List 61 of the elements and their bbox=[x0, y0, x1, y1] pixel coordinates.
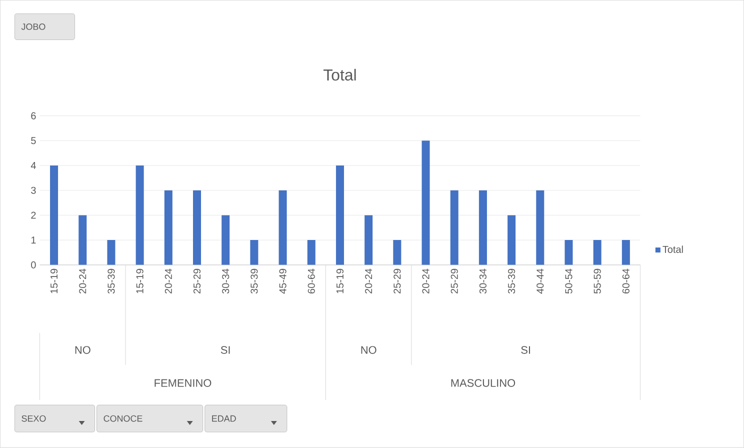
bar bbox=[193, 190, 202, 266]
x-tick-label: 35-39 bbox=[108, 269, 115, 294]
y-tick-label: 1 bbox=[31, 236, 36, 244]
text: EDAD bbox=[212, 416, 236, 422]
bar bbox=[593, 240, 602, 266]
x-tick-label: 60-64 bbox=[622, 268, 630, 294]
text: SI bbox=[521, 346, 530, 354]
x-tick-label: 50-54 bbox=[565, 268, 572, 294]
bar bbox=[622, 240, 630, 266]
x-tick-label: 20-24 bbox=[79, 268, 86, 294]
y-tick-label: 4 bbox=[30, 162, 36, 170]
y-tick-label: 3 bbox=[31, 186, 36, 194]
text: FEMENINO bbox=[154, 379, 212, 388]
y-tick-label: 2 bbox=[31, 212, 36, 219]
text: SEXO bbox=[22, 415, 46, 422]
y-tick-label: 0 bbox=[31, 262, 36, 269]
x-tick-label: 15-19 bbox=[50, 269, 58, 294]
text: JOBO bbox=[21, 24, 46, 30]
bar bbox=[136, 166, 144, 266]
x-tick-label: 35-39 bbox=[508, 269, 516, 294]
x-tick-label: 30-34 bbox=[479, 268, 486, 294]
bar bbox=[450, 190, 458, 266]
x-tick-label: 20-24 bbox=[365, 268, 372, 294]
x-tick-label: 55-59 bbox=[594, 269, 601, 294]
x-tick-label: 35-39 bbox=[250, 269, 258, 294]
text: NO bbox=[75, 346, 90, 354]
text: SI bbox=[220, 346, 230, 354]
x-tick-label: 25-29 bbox=[450, 269, 458, 294]
bar bbox=[336, 166, 344, 266]
bar bbox=[78, 215, 87, 266]
bar bbox=[250, 240, 258, 266]
bar bbox=[564, 240, 573, 266]
y-tick-label: 5 bbox=[31, 137, 36, 144]
bar bbox=[107, 240, 116, 266]
bar bbox=[164, 190, 172, 266]
bar bbox=[307, 240, 316, 266]
x-tick-label: 25-29 bbox=[193, 269, 201, 294]
legend-label: Total bbox=[662, 246, 683, 254]
x-tick-label: 15-19 bbox=[136, 269, 144, 294]
bar bbox=[222, 215, 230, 266]
x-tick-label: 60-64 bbox=[308, 268, 315, 294]
text: MASCULINO bbox=[451, 379, 516, 388]
x-tick-label: 20-24 bbox=[164, 268, 172, 294]
bar bbox=[50, 166, 58, 266]
y-tick-label: 6 bbox=[31, 112, 36, 120]
bar bbox=[393, 240, 402, 266]
bar bbox=[508, 215, 516, 266]
bar bbox=[536, 190, 544, 266]
x-tick-label: 45-49 bbox=[279, 269, 286, 294]
x-tick-label: 40-44 bbox=[536, 268, 544, 294]
bar bbox=[278, 190, 287, 266]
bar bbox=[422, 140, 430, 266]
text: CONOCE bbox=[104, 415, 142, 422]
x-tick-label: 20-24 bbox=[422, 268, 430, 294]
chart-title: Total bbox=[323, 69, 356, 81]
x-tick-label: 30-34 bbox=[222, 268, 230, 294]
x-tick-label: 25-29 bbox=[394, 269, 401, 294]
text: NO bbox=[361, 346, 376, 354]
x-tick-label: 15-19 bbox=[336, 269, 344, 294]
bar bbox=[364, 215, 373, 266]
bar bbox=[478, 190, 487, 266]
